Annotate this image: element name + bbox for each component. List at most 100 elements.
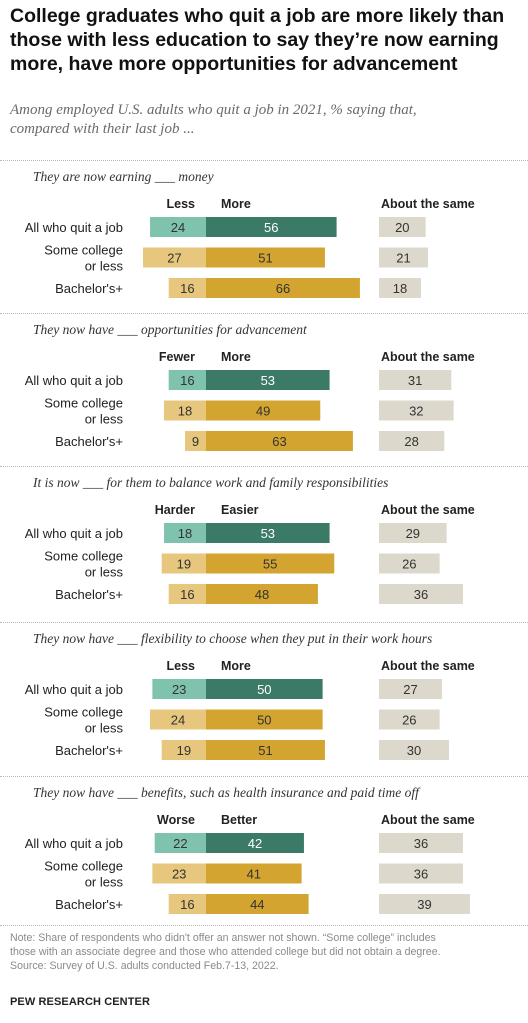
title-line: more, have more opportunities for advanc… (10, 53, 458, 75)
same-value-label: 28 (404, 434, 418, 449)
category-label: Some college (44, 396, 123, 411)
category-label: Bachelor's+ (55, 587, 123, 602)
category-label: All who quit a job (25, 836, 123, 851)
neg-value-label: 16 (180, 281, 194, 296)
neg-value-label: 24 (171, 220, 185, 235)
title-line: those with less education to say they’re… (10, 29, 499, 51)
same-bar (379, 709, 440, 730)
pos-value-label: 44 (250, 897, 264, 912)
neg-column-header: Harder (155, 503, 195, 517)
pos-value-label: 50 (257, 713, 271, 728)
section-divider (0, 313, 528, 314)
neg-column-header: Fewer (159, 350, 195, 364)
same-value-label: 36 (414, 836, 428, 851)
pos-value-label: 42 (248, 836, 262, 851)
category-label: All who quit a job (25, 526, 123, 541)
category-label: All who quit a job (25, 682, 123, 697)
category-label: Bachelor's+ (55, 434, 123, 449)
pos-value-label: 51 (258, 251, 272, 266)
pos-bar (206, 247, 325, 268)
neg-value-label: 18 (178, 404, 192, 419)
pos-bar (206, 553, 335, 574)
section-divider (0, 160, 528, 161)
pos-bar (206, 833, 304, 853)
source-footer: PEW RESEARCH CENTER (10, 996, 151, 1008)
same-column-header: About the same (381, 197, 475, 211)
neg-value-label: 19 (177, 557, 191, 572)
neg-bar (168, 370, 206, 390)
same-value-label: 27 (403, 682, 417, 697)
category-label: or less (85, 259, 124, 274)
same-bar (379, 217, 426, 237)
panel-title: They now have ___ benefits, such as heal… (33, 785, 421, 800)
neg-bar (168, 894, 206, 914)
neg-bar (164, 523, 206, 543)
same-value-label: 31 (408, 373, 422, 388)
same-bar (379, 523, 447, 543)
same-bar (379, 833, 463, 853)
section-divider (0, 776, 528, 777)
pos-value-label: 41 (247, 867, 261, 882)
panel-title: They are now earning ___ money (33, 169, 214, 184)
pos-column-header: Better (221, 813, 257, 827)
subtitle-line: compared with their last job ... (10, 121, 195, 137)
category-label: Bachelor's+ (55, 897, 123, 912)
same-bar (379, 740, 449, 760)
same-value-label: 36 (414, 867, 428, 882)
neg-value-label: 9 (192, 434, 199, 449)
same-column-header: About the same (381, 813, 475, 827)
same-value-label: 18 (393, 281, 407, 296)
pos-column-header: More (221, 659, 251, 673)
category-label: Some college (44, 243, 123, 258)
chart-subtitle: Among employed U.S. adults who quit a jo… (10, 101, 522, 139)
note-line: those with an associate degree and those… (10, 946, 441, 958)
neg-bar (143, 247, 206, 268)
same-value-label: 32 (409, 404, 423, 419)
pos-bar (206, 431, 353, 451)
same-value-label: 39 (417, 897, 431, 912)
neg-column-header: Less (167, 197, 196, 211)
neg-bar (154, 833, 206, 853)
subtitle-line: Among employed U.S. adults who quit a jo… (10, 102, 417, 118)
section-divider (0, 925, 528, 926)
category-label: Bachelor's+ (55, 743, 123, 758)
pos-bar (206, 679, 323, 699)
same-value-label: 29 (406, 526, 420, 541)
same-bar (379, 431, 445, 451)
pos-bar (206, 894, 309, 914)
section-divider (0, 622, 528, 623)
same-value-label: 36 (414, 587, 428, 602)
same-column-header: About the same (381, 503, 475, 517)
pos-bar (206, 370, 330, 390)
category-label: Bachelor's+ (55, 281, 123, 296)
category-label: or less (85, 412, 124, 427)
neg-bar (168, 584, 206, 604)
pos-bar (206, 740, 325, 760)
same-bar (379, 553, 440, 574)
category-label: Some college (44, 549, 123, 564)
neg-bar (152, 679, 206, 699)
category-label: or less (85, 721, 124, 736)
neg-value-label: 22 (173, 836, 187, 851)
neg-value-label: 16 (180, 897, 194, 912)
neg-value-label: 16 (180, 373, 194, 388)
note-line: Note: Share of respondents who didn't of… (10, 932, 436, 944)
chart-note: Note: Share of respondents who didn't of… (10, 931, 522, 973)
pos-column-header: Easier (221, 503, 259, 517)
neg-value-label: 24 (171, 713, 185, 728)
pos-value-label: 66 (276, 281, 290, 296)
same-value-label: 21 (396, 251, 410, 266)
neg-bar (161, 553, 206, 574)
section-divider (0, 466, 528, 467)
pos-bar (206, 400, 321, 421)
neg-bar (161, 740, 206, 760)
neg-value-label: 18 (178, 526, 192, 541)
pos-value-label: 49 (256, 404, 270, 419)
chart-title: College graduates who quit a job are mor… (10, 4, 522, 76)
same-bar (379, 278, 421, 298)
note-line: Source: Survey of U.S. adults conducted … (10, 960, 279, 972)
neg-bar (150, 217, 206, 237)
category-label: or less (85, 565, 124, 580)
pos-value-label: 56 (264, 220, 278, 235)
